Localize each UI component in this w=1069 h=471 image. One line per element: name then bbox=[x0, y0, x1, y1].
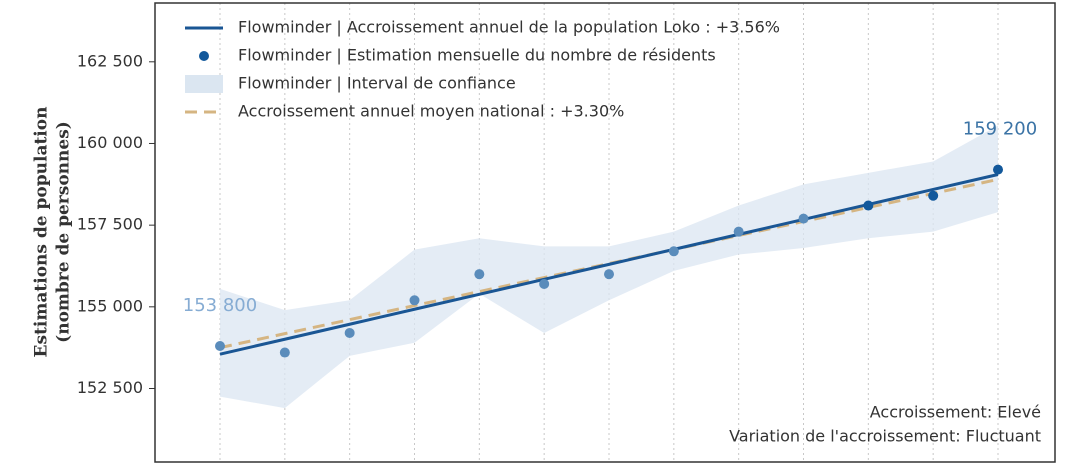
legend-swatch bbox=[185, 75, 223, 93]
legend-label: Flowminder | Accroissement annuel de la … bbox=[238, 18, 780, 37]
legend-label: Accroissement annuel moyen national : +3… bbox=[238, 102, 624, 121]
y-tick-label: 155 000 bbox=[77, 296, 143, 315]
legend-swatch bbox=[199, 51, 209, 61]
data-point bbox=[474, 269, 485, 280]
trend-line bbox=[219, 173, 999, 356]
y-tick-label: 152 500 bbox=[77, 378, 143, 397]
data-point bbox=[733, 226, 744, 237]
data-point bbox=[539, 278, 550, 289]
data-point bbox=[668, 246, 679, 257]
y-tick-label: 162 500 bbox=[77, 51, 143, 70]
data-point bbox=[344, 327, 355, 338]
y-tick-label: 157 500 bbox=[77, 215, 143, 234]
plot-frame bbox=[154, 2, 1056, 463]
y-tick-label: 160 000 bbox=[77, 133, 143, 152]
data-point bbox=[928, 190, 939, 201]
annotation: Variation de l'accroissement: Fluctuant bbox=[729, 427, 1041, 446]
data-point bbox=[409, 295, 420, 306]
confidence-band bbox=[220, 125, 998, 409]
y-axis-label: Estimations de population bbox=[32, 107, 52, 358]
y-axis-label: (nombre de personnes) bbox=[54, 121, 74, 343]
value-label: 153 800 bbox=[183, 295, 257, 316]
data-point bbox=[279, 347, 290, 358]
legend-label: Flowminder | Estimation mensuelle du nom… bbox=[238, 46, 716, 65]
data-point bbox=[863, 200, 874, 211]
legend-label: Flowminder | Interval de confiance bbox=[238, 74, 516, 93]
annotation: Accroissement: Elevé bbox=[870, 403, 1041, 422]
data-point bbox=[798, 213, 809, 224]
data-point bbox=[993, 164, 1003, 175]
data-point bbox=[604, 269, 614, 280]
data-point bbox=[215, 341, 225, 352]
value-label: 159 200 bbox=[963, 119, 1037, 140]
